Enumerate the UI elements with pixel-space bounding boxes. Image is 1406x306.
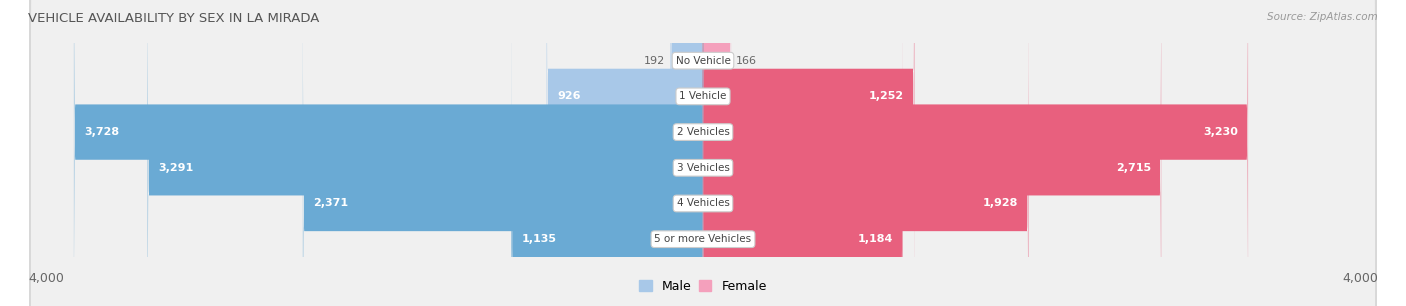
FancyBboxPatch shape [30, 0, 1376, 306]
Legend: Male, Female: Male, Female [634, 275, 772, 298]
FancyBboxPatch shape [30, 0, 1376, 306]
FancyBboxPatch shape [703, 0, 903, 306]
FancyBboxPatch shape [512, 0, 703, 306]
FancyBboxPatch shape [30, 0, 1376, 306]
FancyBboxPatch shape [671, 0, 703, 306]
FancyBboxPatch shape [302, 0, 703, 306]
Text: 2,715: 2,715 [1116, 163, 1152, 173]
Text: 1,252: 1,252 [869, 91, 904, 101]
Text: 3,291: 3,291 [157, 163, 193, 173]
FancyBboxPatch shape [547, 0, 703, 306]
FancyBboxPatch shape [703, 0, 731, 306]
Text: 2,371: 2,371 [314, 199, 349, 208]
Text: 4,000: 4,000 [28, 272, 65, 285]
Text: No Vehicle: No Vehicle [675, 56, 731, 66]
Text: 3,230: 3,230 [1204, 127, 1237, 137]
Text: 4,000: 4,000 [1341, 272, 1378, 285]
FancyBboxPatch shape [30, 0, 1376, 306]
Text: VEHICLE AVAILABILITY BY SEX IN LA MIRADA: VEHICLE AVAILABILITY BY SEX IN LA MIRADA [28, 12, 319, 25]
FancyBboxPatch shape [703, 0, 1161, 306]
Text: 1 Vehicle: 1 Vehicle [679, 91, 727, 101]
Text: 1,928: 1,928 [983, 199, 1018, 208]
Text: 4 Vehicles: 4 Vehicles [676, 199, 730, 208]
FancyBboxPatch shape [703, 0, 1249, 306]
FancyBboxPatch shape [30, 0, 1376, 306]
Text: 926: 926 [557, 91, 581, 101]
Text: 192: 192 [644, 56, 665, 66]
Text: 1,135: 1,135 [522, 234, 557, 244]
FancyBboxPatch shape [148, 0, 703, 306]
Text: 3 Vehicles: 3 Vehicles [676, 163, 730, 173]
FancyBboxPatch shape [30, 0, 1376, 306]
Text: 1,184: 1,184 [858, 234, 893, 244]
Text: 166: 166 [737, 56, 756, 66]
FancyBboxPatch shape [703, 0, 914, 306]
FancyBboxPatch shape [75, 0, 703, 306]
Text: 3,728: 3,728 [84, 127, 120, 137]
Text: Source: ZipAtlas.com: Source: ZipAtlas.com [1267, 12, 1378, 22]
Text: 5 or more Vehicles: 5 or more Vehicles [654, 234, 752, 244]
FancyBboxPatch shape [703, 0, 1028, 306]
Text: 2 Vehicles: 2 Vehicles [676, 127, 730, 137]
